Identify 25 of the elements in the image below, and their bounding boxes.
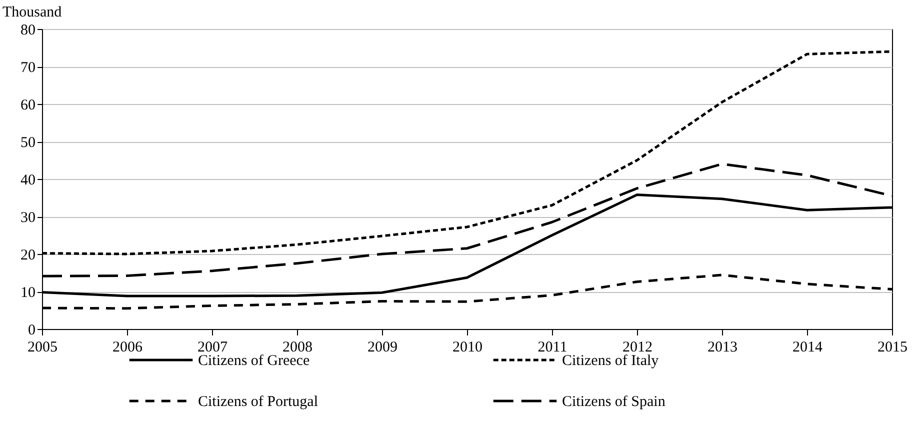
y-tick-label: 0 [28,322,36,338]
y-tick-label: 80 [20,22,36,38]
y-axis-title: Thousand [2,4,62,20]
x-tick-label: 2012 [622,340,652,356]
y-tick-label: 50 [20,135,36,151]
x-tick-label: 2009 [368,340,398,356]
x-tick-label: 2005 [28,340,58,356]
legend-label: Citizens of Greece [198,353,310,369]
x-tick-label: 2015 [878,340,908,356]
x-tick-label: 2006 [112,340,143,356]
x-tick-label: 2014 [792,340,823,356]
x-tick-label: 2013 [708,340,738,356]
legend-label: Citizens of Portugal [198,394,318,410]
legend-label: Citizens of Italy [562,353,660,369]
legend-label: Citizens of Spain [562,394,666,410]
y-tick-label: 20 [20,248,36,264]
x-tick-label: 2010 [452,340,482,356]
y-tick-label: 70 [20,60,36,76]
y-tick-label: 30 [20,210,36,226]
x-tick-label: 2008 [282,340,312,356]
x-tick-label: 2007 [198,340,228,356]
y-tick-label: 40 [20,172,36,188]
x-tick-label: 2011 [538,340,568,356]
y-tick-label: 60 [20,98,36,114]
y-tick-label: 10 [20,285,36,301]
